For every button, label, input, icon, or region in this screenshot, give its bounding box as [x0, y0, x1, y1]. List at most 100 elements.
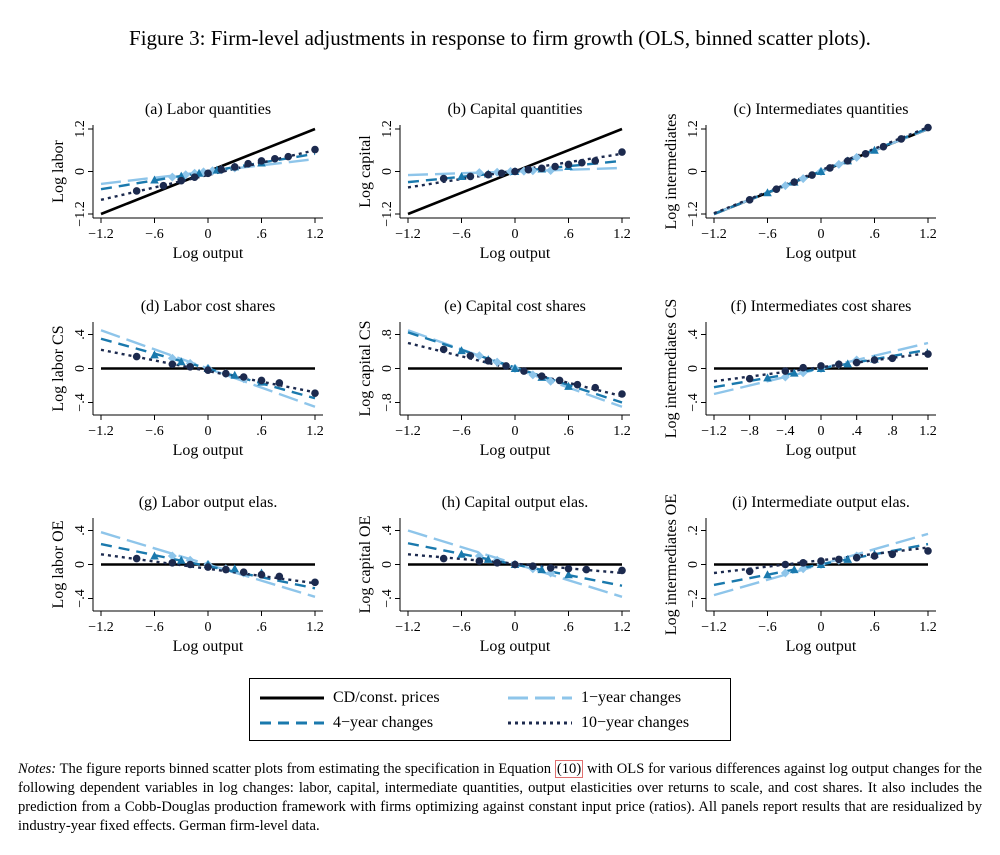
x-tick-label: .6	[869, 227, 880, 242]
y-tick-label: −.4	[73, 393, 88, 411]
panel-8: (h) Capital output elas. −1.2 −.6 0 .6 1.2 −.4…	[357, 494, 631, 655]
y-tick-label: 0	[686, 168, 701, 175]
point-y10	[551, 162, 559, 171]
x-tick-label: 1.2	[306, 424, 324, 439]
point-y1	[492, 357, 502, 367]
figure-title: Figure 3: Firm-level adjustments in resp…	[129, 26, 871, 50]
point-y4	[763, 188, 772, 197]
x-tick-label: 0	[818, 620, 825, 635]
point-y10	[852, 358, 861, 367]
x-axis-label: Log output	[786, 638, 857, 655]
y-tick-label: −1.2	[380, 201, 395, 226]
point-y4	[483, 554, 493, 563]
panel-title: (a) Labor quantities	[145, 101, 271, 118]
point-y10	[835, 555, 843, 564]
point-y10	[524, 165, 533, 174]
y-tick-label: 0	[686, 365, 701, 372]
y-tick-label: .4	[380, 525, 395, 536]
point-y10	[257, 157, 266, 165]
y-tick-label: .4	[73, 525, 88, 536]
point-y1	[528, 370, 538, 380]
point-y10	[439, 345, 448, 354]
point-y10	[271, 154, 279, 163]
panel-5: (e) Capital cost shares −1.2 −.6 0 .6 1.2 −.8 0…	[357, 298, 631, 459]
legend-swatch-y4	[260, 721, 324, 725]
legend-swatch-y1	[508, 696, 572, 700]
point-y10	[745, 374, 754, 383]
x-tick-label: −.8	[740, 424, 758, 439]
point-y10	[870, 552, 879, 560]
point-y10	[168, 559, 177, 567]
point-y1	[798, 564, 808, 574]
legend-swatch-cd	[260, 696, 324, 700]
point-y10	[466, 172, 475, 181]
y-tick-label: 0	[380, 561, 395, 568]
point-y10	[511, 560, 519, 569]
x-tick-label: −1.2	[701, 620, 726, 635]
y-tick-label: 1.2	[686, 120, 701, 138]
legend-label-cd: CD/const. prices	[333, 689, 440, 706]
x-tick-label: 1.2	[613, 227, 631, 242]
point-y10	[217, 165, 226, 174]
x-tick-label: −.6	[145, 424, 163, 439]
point-y10	[439, 554, 448, 563]
panel-2: (b) Capital quantities −1.2 −.6 0 .6 1.2 −1.2 0…	[357, 101, 631, 262]
point-y4	[789, 565, 799, 574]
point-y10	[466, 351, 475, 360]
x-axis-label: Log output	[480, 245, 551, 262]
x-tick-label: −.6	[758, 227, 776, 242]
x-axis-label: Log output	[480, 442, 551, 459]
point-y10	[311, 389, 319, 397]
point-y10	[546, 564, 555, 572]
point-y10	[159, 181, 168, 190]
y-axis-label: Log capital CS	[357, 321, 374, 417]
y-tick-label: 0	[380, 365, 395, 372]
x-axis-label: Log output	[173, 442, 244, 459]
x-tick-label: 0	[512, 424, 519, 439]
point-y4	[457, 171, 466, 180]
x-tick-label: −1.2	[395, 424, 420, 439]
x-tick-label: .6	[563, 424, 574, 439]
point-y10	[852, 553, 861, 562]
y-axis-label: Log intermediates	[663, 114, 680, 230]
point-y10	[186, 363, 194, 371]
x-tick-label: −.6	[452, 424, 470, 439]
point-y10	[879, 142, 888, 151]
figure-panels: (a) Labor quantities −1.2 −.6 0 .6 1.2 −1.2 0 1.…	[50, 101, 937, 655]
panel-title: (i) Intermediate output elas.	[732, 494, 910, 511]
point-y10	[772, 185, 781, 194]
point-y1	[834, 159, 844, 169]
point-y10	[520, 367, 528, 375]
y-tick-label: −.4	[686, 393, 701, 411]
point-y4	[789, 368, 799, 377]
point-y10	[618, 390, 626, 398]
point-y10	[578, 158, 586, 167]
x-tick-label: 1.2	[919, 424, 937, 439]
point-y10	[564, 160, 573, 169]
point-y10	[799, 559, 807, 567]
point-y10	[222, 369, 230, 378]
x-tick-label: 1.2	[306, 227, 324, 242]
x-tick-label: −.6	[758, 620, 776, 635]
y-tick-label: .2	[686, 525, 701, 536]
point-y4	[870, 145, 879, 154]
point-y4	[230, 564, 240, 573]
point-y1	[474, 351, 484, 361]
point-y4	[150, 175, 159, 184]
x-tick-label: 0	[818, 424, 825, 439]
point-y10	[132, 554, 141, 563]
legend-swatch-y10	[508, 721, 572, 725]
x-tick-label: −.6	[452, 227, 470, 242]
x-tick-label: .6	[563, 227, 574, 242]
point-y10	[781, 560, 790, 569]
legend-label-y4: 4−year changes	[333, 714, 434, 731]
equation-reference-link[interactable]: (10)	[554, 760, 584, 778]
y-tick-label: −.4	[380, 589, 395, 607]
x-axis-label: Log output	[786, 442, 857, 459]
point-y10	[311, 145, 319, 154]
point-y4	[457, 549, 466, 558]
point-y10	[222, 565, 230, 574]
x-axis-label: Log output	[173, 245, 244, 262]
point-y10	[555, 376, 564, 385]
point-y10	[537, 164, 546, 173]
